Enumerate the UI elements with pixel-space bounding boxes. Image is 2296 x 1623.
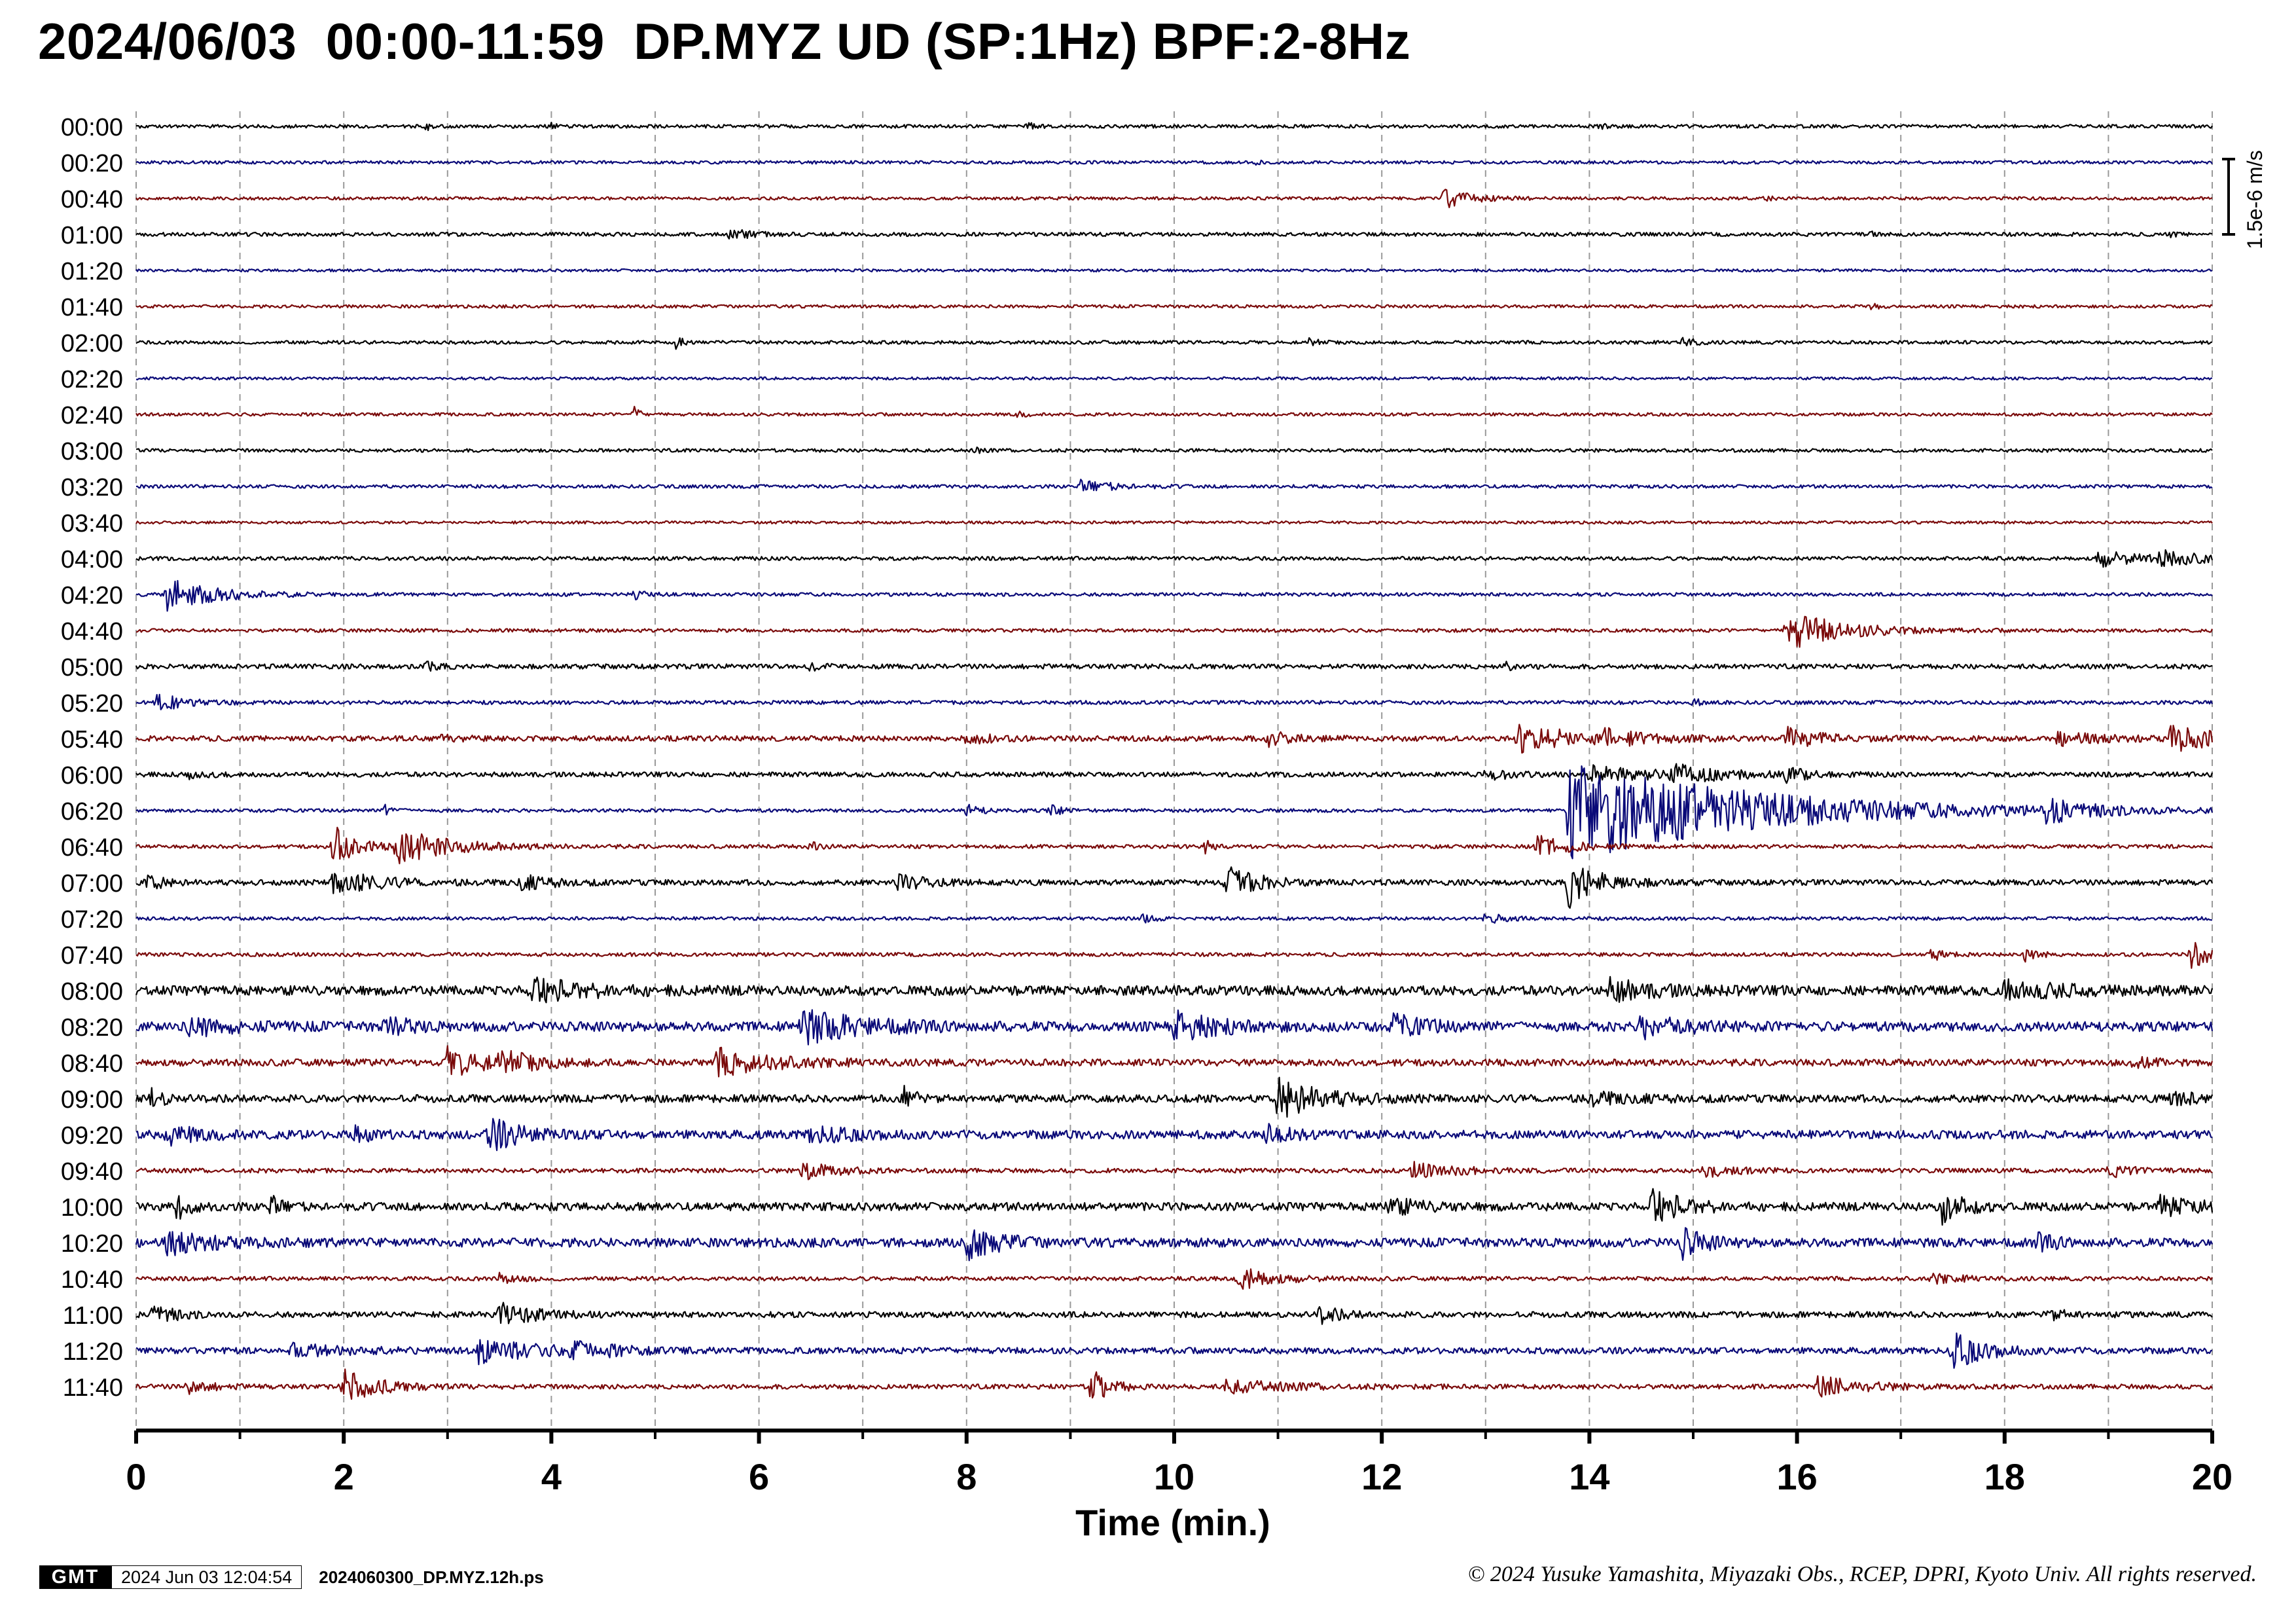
x-tick-label: 20 xyxy=(2192,1456,2233,1497)
trace-line xyxy=(135,661,2213,672)
trace-line xyxy=(135,121,2213,132)
gmt-logo: GMT xyxy=(39,1565,111,1589)
row-time-label: 02:20 xyxy=(61,366,123,393)
trace-line xyxy=(135,1302,2213,1325)
row-time-label: 11:20 xyxy=(63,1338,123,1366)
row-time-label: 06:00 xyxy=(61,762,123,790)
row-time-label: 00:40 xyxy=(61,186,123,213)
trace-line xyxy=(135,1332,2213,1369)
trace-line xyxy=(135,479,2213,492)
axis-layer: 0 2 4 6 8 10 12 14 16 18 20 xyxy=(126,1429,2233,1497)
row-time-label: 02:40 xyxy=(61,402,123,429)
row-time-label: 11:40 xyxy=(63,1374,123,1402)
trace-line xyxy=(135,549,2214,568)
trace-line xyxy=(135,941,2214,969)
trace-line xyxy=(135,229,2213,240)
row-time-label: 07:20 xyxy=(61,906,123,934)
trace-line xyxy=(135,1161,2213,1180)
row-time-label: 05:20 xyxy=(61,690,123,718)
render-timestamp: 2024 Jun 03 12:04:54 xyxy=(111,1565,302,1589)
trace-line xyxy=(136,866,2213,909)
row-time-label: 03:00 xyxy=(61,438,123,465)
trace-line xyxy=(135,615,2214,648)
row-time-label: 10:40 xyxy=(61,1266,123,1294)
trace-line xyxy=(135,579,2213,612)
row-time-label: 10:00 xyxy=(61,1194,123,1222)
trace-line xyxy=(135,520,2213,525)
row-time-label: 04:20 xyxy=(61,582,123,610)
trace-line xyxy=(135,1009,2214,1046)
grid-layer xyxy=(135,111,2213,1427)
x-tick-label: 14 xyxy=(1569,1456,1609,1497)
trace-line xyxy=(135,765,2214,860)
row-time-label: 01:20 xyxy=(61,258,123,285)
row-time-label: 05:40 xyxy=(61,726,123,754)
file-name: 2024060300_DP.MYZ.12h.ps xyxy=(319,1567,544,1587)
row-time-label: 08:40 xyxy=(61,1050,123,1078)
row-time-label: 11:00 xyxy=(63,1302,123,1330)
scale-bar-group: 1.5e-6 m/s xyxy=(2222,150,2267,249)
trace-line xyxy=(135,1227,2214,1262)
x-tick-label: 8 xyxy=(956,1456,977,1497)
footer-left: GMT 2024 Jun 03 12:04:54 2024060300_DP.M… xyxy=(39,1563,544,1591)
row-time-label: 03:40 xyxy=(61,510,123,538)
x-tick-label: 12 xyxy=(1361,1456,1402,1497)
trace-line xyxy=(135,1076,2214,1118)
trace-line xyxy=(135,1188,2214,1226)
row-time-label: 09:20 xyxy=(61,1122,123,1150)
row-time-label: 07:40 xyxy=(61,942,123,970)
trace-line xyxy=(135,1118,2213,1152)
row-time-label: 01:40 xyxy=(61,294,123,321)
row-time-label: 03:20 xyxy=(61,474,123,501)
row-time-label: 09:00 xyxy=(61,1086,123,1114)
scale-bar-label: 1.5e-6 m/s xyxy=(2243,150,2267,249)
x-axis-label: Time (min.) xyxy=(1075,1502,1270,1543)
copyright-notice: © 2024 Yusuke Yamashita, Miyazaki Obs., … xyxy=(1467,1562,2257,1586)
trace-line xyxy=(135,337,2213,350)
trace-line xyxy=(135,976,2214,1004)
row-time-label: 06:40 xyxy=(61,834,123,862)
row-labels: 00:00 00:20 00:40 01:00 01:20 01:40 02:00 02:20… xyxy=(61,114,123,1402)
trace-line xyxy=(135,189,2213,208)
chart-title: 2024/06/03 00:00-11:59 DP.MYZ UD (SP:1Hz… xyxy=(38,12,1411,70)
trace-line xyxy=(135,723,2214,754)
x-tick-label: 2 xyxy=(334,1456,354,1497)
trace-line xyxy=(135,159,2213,166)
trace-layer xyxy=(135,121,2214,1400)
trace-line xyxy=(135,763,2214,785)
row-time-label: 08:20 xyxy=(61,1014,123,1042)
trace-line xyxy=(135,1368,2213,1400)
row-time-label: 00:20 xyxy=(61,150,123,177)
row-time-label: 06:20 xyxy=(61,798,123,826)
trace-line xyxy=(135,1045,2214,1078)
trace-line xyxy=(135,405,2213,418)
x-tick-label: 4 xyxy=(541,1456,562,1497)
row-time-label: 04:40 xyxy=(61,618,123,646)
row-time-label: 05:00 xyxy=(61,654,123,682)
row-time-label: 07:00 xyxy=(61,870,123,898)
x-tick-label: 16 xyxy=(1776,1456,1817,1497)
trace-line xyxy=(135,268,2213,273)
row-time-label: 09:40 xyxy=(61,1158,123,1186)
trace-line xyxy=(135,1268,2213,1290)
trace-line xyxy=(135,826,2213,865)
row-time-label: 04:00 xyxy=(61,546,123,574)
row-time-label: 08:00 xyxy=(61,978,123,1006)
x-tick-label: 10 xyxy=(1154,1456,1194,1497)
x-tick-label: 0 xyxy=(126,1456,146,1497)
row-time-label: 00:00 xyxy=(61,114,123,141)
trace-line xyxy=(135,376,2213,381)
x-tick-label: 6 xyxy=(749,1456,769,1497)
row-time-label: 02:00 xyxy=(61,330,123,357)
trace-line xyxy=(135,447,2213,454)
row-time-label: 01:00 xyxy=(61,222,123,249)
trace-line xyxy=(135,913,2213,924)
trace-line xyxy=(135,302,2213,310)
row-time-label: 10:20 xyxy=(61,1230,123,1258)
trace-line xyxy=(135,693,2214,710)
x-tick-label: 18 xyxy=(1984,1456,2025,1497)
